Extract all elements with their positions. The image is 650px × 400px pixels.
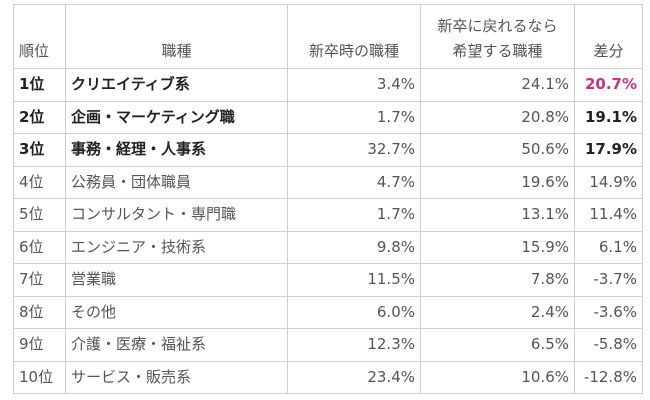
at-graduation-cell: 1.7% [287,100,421,134]
at-graduation-cell: 9.8% [287,230,421,264]
table-row: 6位 エンジニア・技術系 9.8% 15.9% 6.1% [13,230,643,264]
table-body: 1位 クリエイティブ系 3.4% 24.1% 20.7% 2位 企画・マーケティ… [13,68,643,394]
rank-cell: 10位 [13,360,66,394]
header-at-graduation: 新卒時の職種 [287,4,421,69]
table-row: 3位 事務・経理・人事系 32.7% 50.6% 17.9% [13,133,643,167]
job-cell: 企画・マーケティング職 [65,100,288,134]
ranking-table: 順位 職種 新卒時の職種 新卒に戻れるなら 希望する職種 差分 1位 クリエイテ… [13,4,643,394]
rank-cell: 5位 [13,198,66,232]
desired-cell: 13.1% [420,198,575,232]
desired-cell: 7.8% [420,263,575,297]
desired-cell: 19.6% [420,165,575,199]
table-row: 1位 クリエイティブ系 3.4% 24.1% 20.7% [13,68,643,102]
desired-cell: 20.8% [420,100,575,134]
at-graduation-cell: 1.7% [287,198,421,232]
rank-cell: 6位 [13,230,66,264]
difference-cell: 14.9% [574,165,643,199]
header-desired-line2: 希望する職種 [452,42,543,60]
table-header: 順位 職種 新卒時の職種 新卒に戻れるなら 希望する職種 差分 [13,4,643,69]
rank-cell: 1位 [13,68,66,102]
job-cell: 事務・経理・人事系 [65,133,288,167]
header-desired-line1: 新卒に戻れるなら [437,17,558,35]
job-cell: 介護・医療・福祉系 [65,328,288,362]
at-graduation-cell: 6.0% [287,295,421,329]
job-cell: 公務員・団体職員 [65,165,288,199]
header-row: 順位 職種 新卒時の職種 新卒に戻れるなら 希望する職種 差分 [13,4,643,69]
difference-cell: -3.6% [574,295,643,329]
table-row: 2位 企画・マーケティング職 1.7% 20.8% 19.1% [13,100,643,134]
job-cell: 営業職 [65,263,288,297]
desired-cell: 15.9% [420,230,575,264]
job-cell: クリエイティブ系 [65,68,288,102]
at-graduation-cell: 12.3% [287,328,421,362]
header-job: 職種 [65,4,288,69]
desired-cell: 10.6% [420,360,575,394]
rank-cell: 8位 [13,295,66,329]
job-cell: コンサルタント・専門職 [65,198,288,232]
at-graduation-cell: 11.5% [287,263,421,297]
at-graduation-cell: 4.7% [287,165,421,199]
desired-cell: 24.1% [420,68,575,102]
job-cell: サービス・販売系 [65,360,288,394]
job-cell: エンジニア・技術系 [65,230,288,264]
difference-cell: 20.7% [574,68,643,102]
table-row: 8位 その他 6.0% 2.4% -3.6% [13,295,643,329]
difference-cell: 19.1% [574,100,643,134]
difference-cell: -5.8% [574,328,643,362]
desired-cell: 2.4% [420,295,575,329]
difference-cell: 6.1% [574,230,643,264]
rank-cell: 2位 [13,100,66,134]
table-row: 10位 サービス・販売系 23.4% 10.6% -12.8% [13,360,643,394]
difference-cell: 11.4% [574,198,643,232]
table-row: 9位 介護・医療・福祉系 12.3% 6.5% -5.8% [13,328,643,362]
table-row: 5位 コンサルタント・専門職 1.7% 13.1% 11.4% [13,198,643,232]
rank-cell: 7位 [13,263,66,297]
header-difference: 差分 [574,4,643,69]
at-graduation-cell: 23.4% [287,360,421,394]
desired-cell: 6.5% [420,328,575,362]
table-row: 4位 公務員・団体職員 4.7% 19.6% 14.9% [13,165,643,199]
at-graduation-cell: 3.4% [287,68,421,102]
table-row: 7位 営業職 11.5% 7.8% -3.7% [13,263,643,297]
desired-cell: 50.6% [420,133,575,167]
difference-cell: -12.8% [574,360,643,394]
at-graduation-cell: 32.7% [287,133,421,167]
difference-cell: -3.7% [574,263,643,297]
header-rank: 順位 [13,4,66,69]
job-cell: その他 [65,295,288,329]
difference-cell: 17.9% [574,133,643,167]
rank-cell: 3位 [13,133,66,167]
header-desired: 新卒に戻れるなら 希望する職種 [420,4,575,69]
rank-cell: 9位 [13,328,66,362]
rank-cell: 4位 [13,165,66,199]
